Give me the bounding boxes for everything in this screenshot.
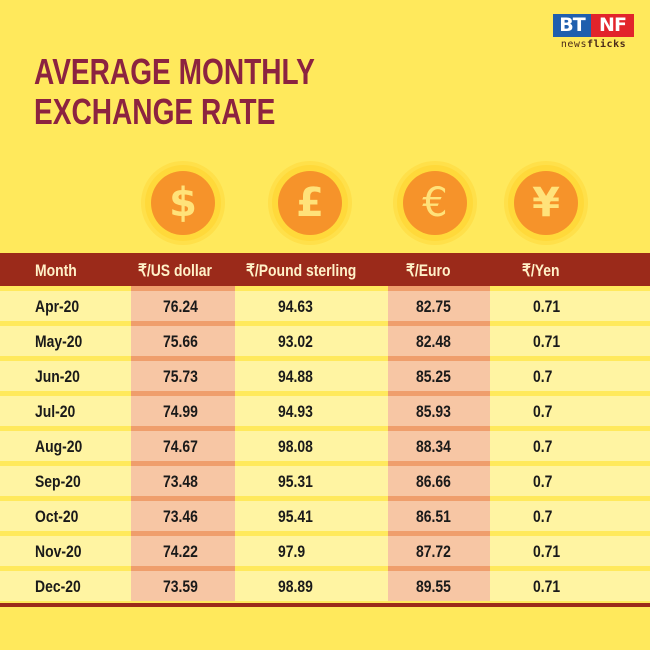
rate-cell: 86.51 (416, 507, 451, 526)
month-cell: Apr-20 (35, 297, 80, 316)
rate-cell: 0.7 (533, 367, 553, 386)
column-highlight (131, 391, 235, 426)
rate-cell: 85.25 (416, 367, 451, 386)
table-row: Jun-20 75.73 94.88 85.25 0.7 (0, 356, 650, 391)
rate-cell: 95.41 (278, 507, 313, 526)
header-month: Month (35, 261, 77, 280)
rate-cell: 94.88 (278, 367, 313, 386)
rate-cell: 94.63 (278, 297, 313, 316)
rate-cell: 0.71 (533, 542, 561, 561)
rate-cell: 75.66 (163, 332, 198, 351)
month-cell: Jul-20 (35, 402, 76, 421)
rate-cell: 98.08 (278, 437, 313, 456)
rate-cell: 86.66 (416, 472, 451, 491)
rate-cell: 0.7 (533, 507, 553, 526)
rate-cell: 82.75 (416, 297, 451, 316)
rate-cell: 74.67 (163, 437, 198, 456)
column-highlight (388, 531, 490, 566)
euro-coin: € (397, 165, 473, 241)
table-row: Oct-20 73.46 95.41 86.51 0.7 (0, 496, 650, 531)
column-highlight (388, 461, 490, 496)
column-highlight (388, 286, 490, 321)
table-bottom-border (0, 603, 650, 607)
table-row: Aug-20 74.67 98.08 88.34 0.7 (0, 426, 650, 461)
column-highlight (388, 566, 490, 601)
rate-cell: 74.99 (163, 402, 198, 421)
column-highlight (131, 531, 235, 566)
rate-cell: 73.48 (163, 472, 198, 491)
table-row: Nov-20 74.22 97.9 87.72 0.71 (0, 531, 650, 566)
month-cell: Aug-20 (35, 437, 83, 456)
euro-icon: € (403, 171, 467, 235)
month-cell: Sep-20 (35, 472, 81, 491)
rate-cell: 94.93 (278, 402, 313, 421)
column-highlight (131, 286, 235, 321)
month-cell: Nov-20 (35, 542, 82, 561)
column-highlight (388, 391, 490, 426)
rate-cell: 95.31 (278, 472, 313, 491)
rate-cell: 0.7 (533, 472, 553, 491)
header-eur: ₹/Euro (406, 261, 451, 280)
column-highlight (388, 356, 490, 391)
rate-cell: 76.24 (163, 297, 198, 316)
rate-cell: 73.46 (163, 507, 198, 526)
rate-cell: 89.55 (416, 577, 451, 596)
rate-cell: 74.22 (163, 542, 198, 561)
column-highlight (388, 496, 490, 531)
table-header: Month ₹/US dollar ₹/Pound sterling ₹/Eur… (0, 253, 650, 286)
header-usd: ₹/US dollar (138, 261, 212, 280)
title-line-2: EXCHANGE RATE (34, 91, 276, 132)
header-jpy: ₹/Yen (522, 261, 560, 280)
table-body: Apr-20 76.24 94.63 82.75 0.71 May-20 75.66 93.0… (0, 286, 650, 601)
rate-cell: 0.71 (533, 332, 561, 351)
rate-cell: 0.71 (533, 297, 561, 316)
month-cell: Jun-20 (35, 367, 80, 386)
column-highlight (131, 496, 235, 531)
month-cell: May-20 (35, 332, 83, 351)
logo-subtitle: newsflicks (560, 39, 627, 50)
rate-cell: 73.59 (163, 577, 198, 596)
rate-cell: 82.48 (416, 332, 451, 351)
exchange-rate-table: Month ₹/US dollar ₹/Pound sterling ₹/Eur… (0, 253, 650, 607)
column-highlight (388, 321, 490, 356)
rate-cell: 0.7 (533, 437, 553, 456)
table-row: Sep-20 73.48 95.31 86.66 0.7 (0, 461, 650, 496)
column-highlight (131, 356, 235, 391)
table-row: Apr-20 76.24 94.63 82.75 0.71 (0, 286, 650, 321)
column-highlight (131, 566, 235, 601)
month-cell: Oct-20 (35, 507, 79, 526)
column-highlight (131, 321, 235, 356)
logo-bt: BT (553, 14, 591, 37)
rate-cell: 0.7 (533, 402, 553, 421)
table-row: Jul-20 74.99 94.93 85.93 0.7 (0, 391, 650, 426)
yen-coin: ¥ (508, 165, 584, 241)
header-gbp: ₹/Pound sterling (246, 261, 357, 280)
logo-nf: NF (591, 14, 634, 37)
rate-cell: 87.72 (416, 542, 451, 561)
rate-cell: 75.73 (163, 367, 198, 386)
page-title: AVERAGE MONTHLY EXCHANGE RATE (34, 52, 315, 132)
column-highlight (131, 426, 235, 461)
rate-cell: 98.89 (278, 577, 313, 596)
rate-cell: 97.9 (278, 542, 306, 561)
column-highlight (131, 461, 235, 496)
column-highlight (388, 426, 490, 461)
rate-cell: 85.93 (416, 402, 451, 421)
table-row: May-20 75.66 93.02 82.48 0.71 (0, 321, 650, 356)
rate-cell: 0.71 (533, 577, 561, 596)
dollar-coin: $ (145, 165, 221, 241)
month-cell: Dec-20 (35, 577, 81, 596)
title-line-1: AVERAGE MONTHLY (34, 51, 315, 92)
currency-coins: $ £ € ¥ (0, 165, 650, 247)
rate-cell: 93.02 (278, 332, 313, 351)
dollar-icon: $ (151, 171, 215, 235)
table-row: Dec-20 73.59 98.89 89.55 0.71 (0, 566, 650, 601)
yen-icon: ¥ (514, 171, 578, 235)
pound-icon: £ (278, 171, 342, 235)
brand-logo: BT NF newsflicks (553, 14, 634, 50)
rate-cell: 88.34 (416, 437, 451, 456)
pound-coin: £ (272, 165, 348, 241)
